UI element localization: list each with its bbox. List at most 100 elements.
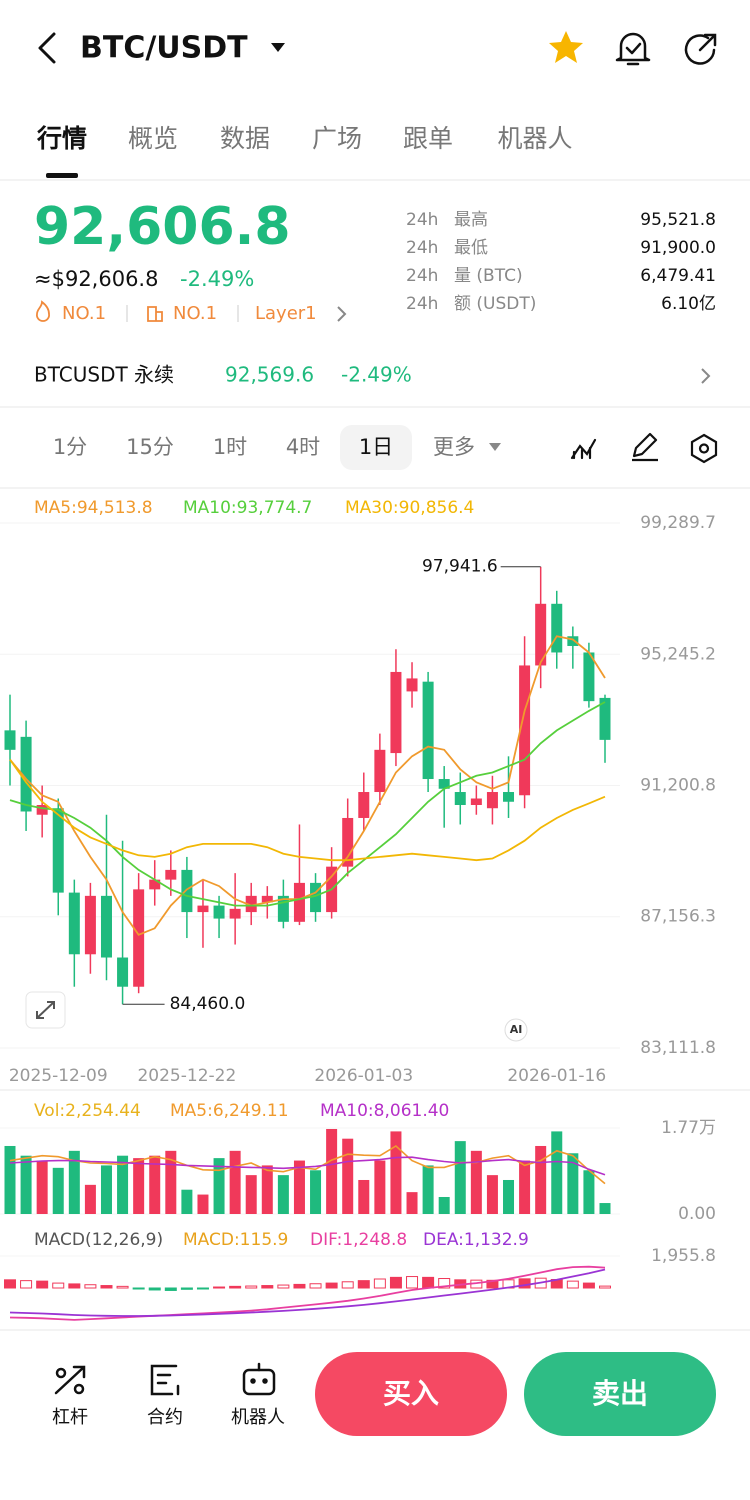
stat-period: 24h: [406, 238, 438, 258]
alert-bell[interactable]: [615, 32, 651, 66]
tool-label[interactable]: 机器人: [231, 1407, 285, 1428]
candle-body: [406, 678, 418, 692]
macd-bar: [245, 1285, 258, 1289]
indicator-icon[interactable]: [570, 438, 597, 460]
candle-body: [486, 792, 498, 809]
candle-body: [149, 879, 161, 890]
pair-title[interactable]: BTC/USDT: [80, 31, 248, 66]
robot-icon[interactable]: [242, 1362, 276, 1396]
timeframe[interactable]: 1日: [359, 435, 393, 459]
candle-body: [567, 636, 579, 646]
perpetual-change: -2.49%: [341, 363, 412, 387]
buy-label[interactable]: 买入: [383, 1377, 439, 1410]
timeframe[interactable]: 1分: [53, 435, 87, 459]
macd-bar: [68, 1283, 81, 1289]
last-price: 92,606.8: [34, 197, 291, 257]
share-button[interactable]: [684, 33, 717, 65]
timeframe[interactable]: 4时: [286, 435, 320, 459]
tab[interactable]: 概览: [128, 124, 178, 153]
perpetual-price: 92,569.6: [225, 363, 314, 387]
candle-body: [117, 957, 129, 987]
badge[interactable]: NO.1: [173, 303, 217, 324]
back-button[interactable]: [38, 32, 56, 64]
macd-bar: [180, 1287, 193, 1290]
ai-badge-bg: [504, 1018, 528, 1042]
macd-bar: [277, 1284, 290, 1289]
badge-chevron: [337, 306, 347, 322]
volume-bar: [117, 1155, 129, 1214]
stat-label: 量 (BTC): [454, 266, 523, 286]
volume-bar: [390, 1131, 402, 1214]
macd-bar: [309, 1283, 322, 1289]
tab[interactable]: 数据: [220, 124, 270, 153]
ma-line: [9, 635, 606, 936]
draw-icon[interactable]: [632, 432, 658, 462]
candle-body: [181, 869, 193, 913]
macd-dea-line: [9, 1268, 606, 1317]
volume-bar: [100, 1165, 112, 1214]
volume-bar: [551, 1131, 563, 1214]
volume-ma-legend: MA5:6,249.11: [170, 1101, 289, 1121]
tool-label[interactable]: 杠杆: [52, 1407, 88, 1428]
macd-bar: [566, 1280, 579, 1289]
macd-bar: [582, 1282, 595, 1289]
tab[interactable]: 机器人: [497, 124, 572, 153]
ai-badge[interactable]: AI: [510, 1023, 523, 1036]
candle-body: [133, 889, 145, 987]
perpetual-chevron[interactable]: [701, 368, 711, 384]
volume-bar: [422, 1165, 434, 1214]
badge[interactable]: Layer1: [255, 303, 317, 324]
sell-label[interactable]: 卖出: [592, 1377, 648, 1410]
badge[interactable]: NO.1: [62, 303, 106, 324]
timeframe[interactable]: 1时: [213, 435, 247, 459]
stat-period: 24h: [406, 266, 438, 286]
candle-body: [390, 671, 402, 754]
volume-bar: [261, 1165, 273, 1214]
macd-bar: [422, 1276, 435, 1289]
candle-body: [358, 792, 370, 818]
volume-bar: [470, 1150, 482, 1214]
stat-value: 6.10亿: [661, 294, 716, 314]
stat-label: 最高: [454, 210, 488, 230]
tab[interactable]: 行情: [36, 124, 87, 153]
macd-bar: [20, 1280, 33, 1289]
volume-bar: [358, 1179, 370, 1214]
stat-period: 24h: [406, 294, 438, 314]
timeframe[interactable]: 更多: [433, 435, 475, 459]
tab[interactable]: 跟单: [403, 124, 453, 153]
y-tick-label: 95,245.2: [640, 644, 716, 664]
candle-body: [100, 895, 112, 958]
leverage-icon[interactable]: [54, 1365, 86, 1395]
volume-bar: [245, 1175, 257, 1214]
macd-bar: [438, 1278, 451, 1289]
macd-bar: [389, 1276, 402, 1289]
perpetual-name[interactable]: BTCUSDT 永续: [34, 363, 174, 387]
contract-icon[interactable]: [150, 1364, 180, 1396]
favorite-star[interactable]: [549, 31, 583, 63]
timeframe[interactable]: 15分: [126, 435, 174, 459]
candle-body: [535, 603, 547, 666]
settings-icon[interactable]: [690, 433, 718, 464]
tab[interactable]: 广场: [312, 124, 362, 153]
macd-bar: [261, 1285, 274, 1289]
tool-label[interactable]: 合约: [147, 1407, 183, 1428]
candle-body: [454, 792, 466, 805]
x-tick-label: 2026-01-03: [314, 1066, 413, 1086]
x-tick-label: 2025-12-09: [9, 1066, 108, 1086]
stat-value: 91,900.0: [640, 238, 716, 258]
macd-bar: [4, 1279, 16, 1289]
macd-bar: [36, 1280, 49, 1289]
candle-body: [68, 892, 80, 955]
price-change: -2.49%: [180, 267, 254, 291]
pair-dropdown[interactable]: [271, 43, 285, 52]
macd-bar: [148, 1287, 161, 1291]
expand-button[interactable]: [25, 991, 66, 1029]
sell-button[interactable]: [524, 1352, 716, 1436]
stat-label: 最低: [454, 238, 488, 258]
candle-body: [551, 603, 563, 653]
macd-bar: [132, 1287, 145, 1290]
buy-button[interactable]: [315, 1352, 507, 1436]
sector-icon: [147, 306, 163, 322]
volume-bar: [438, 1196, 450, 1214]
macd-bar: [229, 1285, 242, 1289]
